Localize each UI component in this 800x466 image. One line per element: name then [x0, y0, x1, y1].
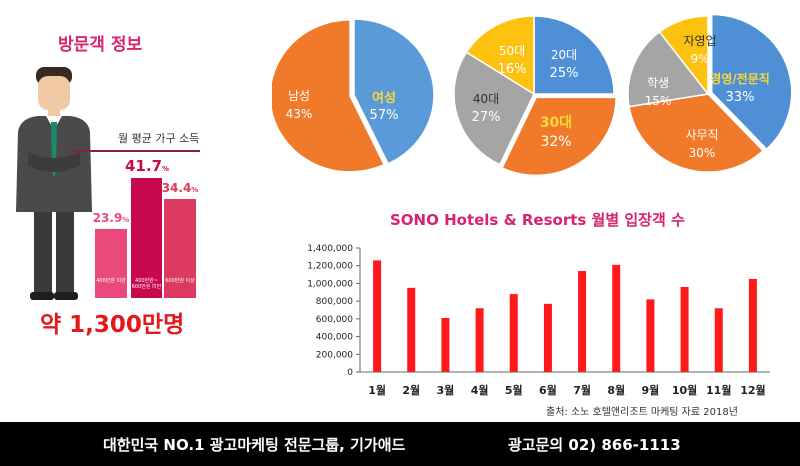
y-tick-label: 1,000,000 [307, 279, 353, 289]
pie-slice-label: 50대 [498, 44, 526, 58]
pie-slice [658, 15, 709, 97]
y-tick-label: 800,000 [316, 297, 353, 307]
age-pie [453, 15, 617, 177]
x-tick-label: 10월 [672, 383, 697, 397]
pie-slice-label: 남성 [287, 89, 311, 103]
x-tick-label: 9월 [642, 383, 660, 397]
x-tick-label: 2월 [402, 383, 420, 397]
y-tick-label: 200,000 [316, 350, 353, 360]
pie-slice-percent: 27% [471, 110, 501, 125]
source-note: 출처: 소노 호텔앤리조트 마케팅 자료 2018년 [546, 407, 738, 418]
pie-slice [501, 96, 617, 177]
pie-slice-label: 사무직 [685, 128, 719, 142]
total-visitors: 약 1,300만명 [40, 312, 185, 338]
visitor-info-title: 방문객 정보 [58, 35, 143, 55]
footer-bar: 대한민국 NO.1 광고마케팅 전문그룹, 기가애드 광고문의 02) 866-… [0, 422, 800, 466]
pie-slice-label: 40대 [472, 92, 500, 106]
occupation-pie [627, 13, 792, 173]
pie-slice-label: 학생 [646, 76, 670, 90]
monthly-visitors-chart: 0 200,000 400,000 600,000 800,000 1,000,000 1,… [307, 244, 770, 397]
pie-slice-label: 20대 [550, 48, 578, 62]
pie-slice-percent: 33% [725, 90, 755, 105]
pie-slice-label: 경영/전문직 [710, 72, 770, 86]
income-bar-value: 41.7% [125, 157, 170, 175]
pie-slice-label: 30대 [539, 115, 573, 131]
pie-slice-label: 여성 [372, 91, 396, 106]
y-tick-label: 600,000 [316, 315, 353, 325]
pie-slice [272, 19, 386, 173]
y-tick-label: 1,400,000 [307, 244, 353, 254]
footer-slogan: 대한민국 NO.1 광고마케팅 전문그룹, 기가애드 [103, 436, 406, 454]
pie-slice [628, 93, 765, 173]
income-bar [131, 178, 162, 298]
income-bar [95, 229, 127, 298]
income-bar [164, 199, 196, 298]
income-bar-value: 34.4% [161, 181, 199, 195]
pie-slice-label: 자영업 [683, 34, 717, 48]
businessman-icon [16, 67, 92, 300]
pie-slice-percent: 32% [540, 134, 572, 150]
income-divider [70, 150, 200, 152]
monthly-bar [441, 317, 450, 372]
pie-slice-percent: 15% [644, 94, 672, 108]
pie-slice-percent: 43% [285, 107, 313, 121]
income-bar-caption: 600만원 이상 [165, 278, 195, 284]
monthly-bar [680, 286, 689, 372]
x-tick-label: 6월 [539, 383, 557, 397]
y-tick-label: 0 [347, 368, 353, 378]
monthly-bar [509, 294, 518, 372]
pie-slice-percent: 30% [688, 146, 716, 160]
pie-slice [627, 30, 710, 108]
pie-slice-percent: 9% [690, 52, 710, 66]
x-tick-label: 8월 [607, 383, 625, 397]
gender-pie [272, 18, 435, 173]
pie-slice-percent: 25% [549, 66, 579, 81]
monthly-bar [475, 308, 484, 372]
monthly-bar [714, 308, 723, 372]
monthly-bar [748, 279, 757, 372]
monthly-bar [578, 271, 587, 372]
income-bar-caption: 400만원~ 600만원 미만 [131, 278, 162, 290]
x-tick-label: 1월 [368, 383, 386, 397]
income-label: 월 평균 가구 소득 [118, 132, 200, 145]
footer-contact: 광고문의 02) 866-1113 [508, 436, 681, 454]
y-tick-label: 400,000 [316, 333, 353, 343]
monthly-bar [373, 260, 382, 372]
monthly-bar [543, 303, 552, 372]
pie-slice [533, 15, 615, 95]
income-bar-caption: 400만원 미만 [96, 278, 126, 284]
pie-slice [465, 15, 535, 96]
x-tick-label: 12월 [740, 383, 765, 397]
monthly-bar [612, 264, 621, 372]
monthly-bar [407, 287, 416, 372]
x-tick-label: 3월 [437, 383, 455, 397]
pie-slice [453, 51, 535, 166]
x-tick-label: 5월 [505, 383, 523, 397]
x-tick-label: 11월 [706, 383, 731, 397]
y-tick-label: 1,200,000 [307, 262, 353, 272]
pie-slice [353, 18, 435, 165]
chart-title: SONO Hotels & Resorts 월별 입장객 수 [390, 211, 685, 229]
pie-slice-percent: 16% [497, 62, 527, 77]
pie-slice-percent: 57% [369, 108, 399, 123]
pie-slice [710, 13, 792, 151]
x-tick-label: 7월 [573, 383, 591, 397]
monthly-bar [646, 299, 655, 372]
income-bar-value: 23.9% [92, 211, 130, 226]
x-tick-label: 4월 [471, 383, 489, 397]
